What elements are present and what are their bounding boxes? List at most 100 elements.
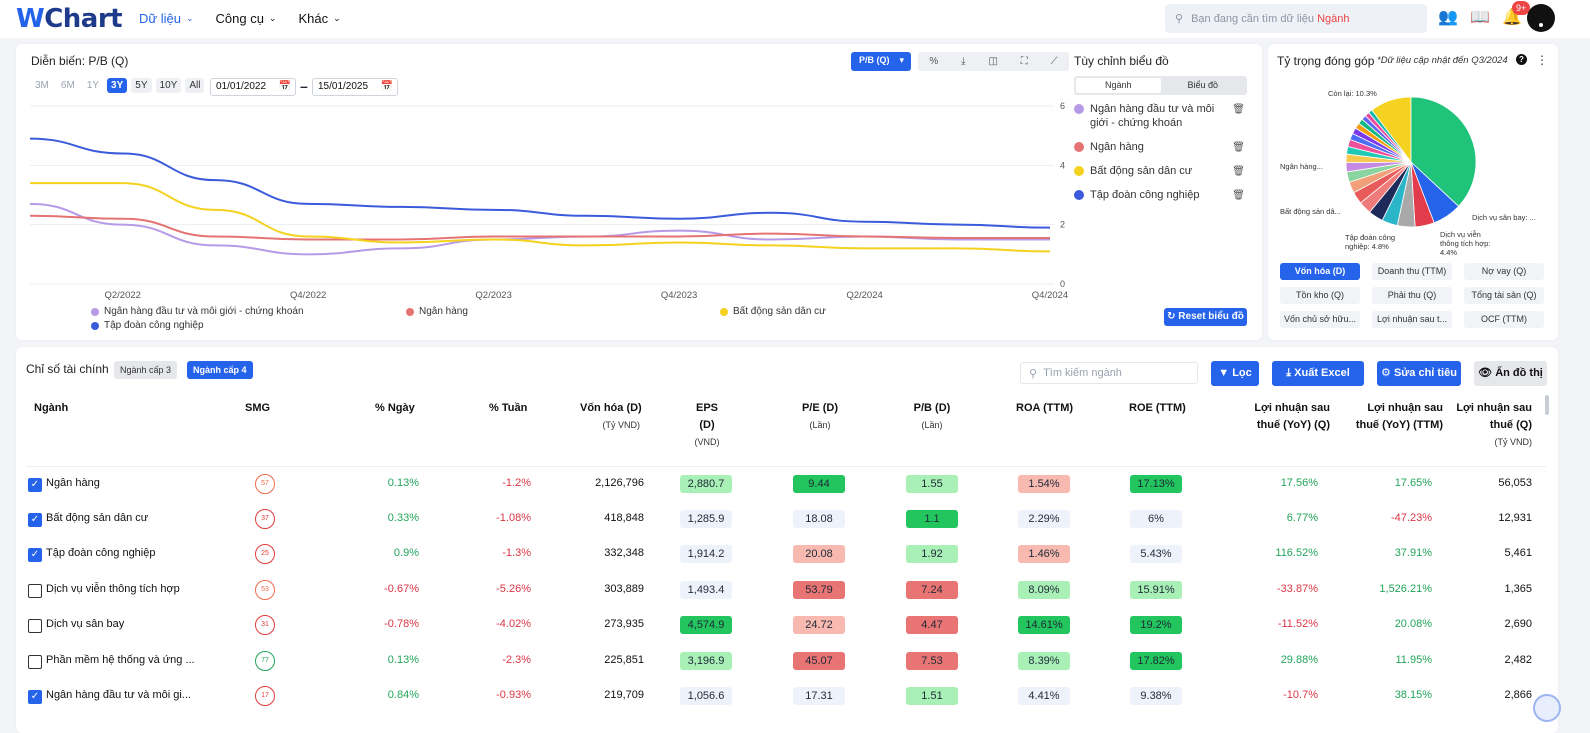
- series-item: Bất động sản dân cư 🗑: [1074, 164, 1249, 178]
- trash-icon[interactable]: 🗑: [1232, 166, 1245, 177]
- range-all[interactable]: All: [185, 78, 205, 93]
- metric-ocf[interactable]: OCF (TTM): [1464, 311, 1544, 328]
- col-nganh[interactable]: Ngành: [34, 402, 69, 414]
- series-line[interactable]: [29, 214, 1050, 241]
- metric-no-vay[interactable]: Nợ vay (Q): [1464, 263, 1544, 280]
- col-pct-week[interactable]: % Tuần: [489, 402, 528, 414]
- metric-phai-thu[interactable]: Phải thu (Q): [1372, 287, 1452, 304]
- edit-metrics-button[interactable]: ⚙ Sửa chỉ tiêu: [1377, 361, 1461, 386]
- trash-icon[interactable]: 🗑: [1232, 142, 1245, 153]
- filter-button[interactable]: ▼ Lọc: [1211, 361, 1259, 386]
- col-np-yoy-q[interactable]: Lợi nhuận sau thuế (YoY) (Q): [1254, 402, 1330, 431]
- table-row[interactable]: ✓ Bất động sản dân cư 37 0.33% -1.08% 418,848…: [26, 503, 1546, 538]
- compare-icon[interactable]: ◫: [988, 56, 998, 67]
- reset-chart-button[interactable]: ↻ Reset biểu đồ: [1164, 308, 1247, 326]
- row-industry-name[interactable]: Dịch vụ viễn thông tích hợp: [46, 583, 180, 595]
- row-industry-name[interactable]: Ngân hàng: [46, 477, 100, 489]
- table-row[interactable]: Phần mềm hệ thống và ứng ... 77 0.13% -2.3%…: [26, 645, 1546, 680]
- menu-du-lieu[interactable]: Dữ liệu ⌄: [139, 11, 194, 26]
- row-checkbox[interactable]: [28, 619, 42, 633]
- col-pct-day[interactable]: % Ngày: [375, 402, 415, 414]
- tab-bieu-do[interactable]: Biểu đồ: [1187, 80, 1219, 90]
- range-3m[interactable]: 3M: [35, 80, 49, 91]
- users-icon[interactable]: 👥: [1438, 9, 1458, 26]
- more-icon[interactable]: ⋮: [1536, 53, 1548, 67]
- row-checkbox[interactable]: ✓: [28, 478, 42, 492]
- row-checkbox[interactable]: [28, 655, 42, 669]
- row-industry-name[interactable]: Ngân hàng đầu tư và môi gi...: [46, 689, 191, 701]
- pie-slice[interactable]: [1368, 109, 1412, 163]
- level3-toggle[interactable]: Ngành cấp 3: [114, 361, 178, 379]
- col-smg[interactable]: SMG: [245, 402, 271, 414]
- trash-icon[interactable]: 🗑: [1232, 104, 1245, 115]
- metric-tong-tai-san[interactable]: Tổng tài sản (Q): [1464, 287, 1544, 304]
- row-industry-name[interactable]: Phần mềm hệ thống và ứng ...: [46, 654, 195, 666]
- menu-khac[interactable]: Khác ⌄: [298, 11, 341, 26]
- avatar[interactable]: [1527, 4, 1555, 32]
- row-checkbox[interactable]: ✓: [28, 548, 42, 562]
- series-line[interactable]: [29, 202, 1050, 256]
- range-1y[interactable]: 1Y: [86, 80, 100, 91]
- range-3y[interactable]: 3Y: [107, 78, 128, 93]
- book-icon[interactable]: 📖: [1470, 9, 1490, 26]
- wichart-logo[interactable]: WChart: [16, 4, 123, 34]
- col-np-yoy-ttm[interactable]: Lợi nhuận sau thuế (YoY) (TTM): [1355, 402, 1443, 431]
- col-cap[interactable]: Vốn hóa (D) (Tỷ VND): [580, 402, 642, 430]
- row-industry-name[interactable]: Bất động sản dân cư: [46, 512, 149, 524]
- bell-icon[interactable]: 🔔 9+: [1502, 1, 1531, 28]
- pct-day-value: 0.13%: [387, 654, 419, 666]
- range-6m[interactable]: 6M: [60, 80, 75, 91]
- range-10y[interactable]: 10Y: [155, 78, 182, 93]
- table-row[interactable]: ✓ Ngân hàng 57 0.13% -1.2% 2,126,796 2,880.7 9.…: [26, 468, 1546, 503]
- table-row[interactable]: Dịch vụ viễn thông tích hợp 53 -0.67% -5.26…: [26, 574, 1546, 609]
- date-to-input[interactable]: 15/01/2025 📅: [312, 78, 398, 96]
- col-eps[interactable]: EPS (D) (VND): [694, 402, 720, 447]
- trash-icon[interactable]: 🗑: [1232, 190, 1245, 201]
- legend-item[interactable]: Ngân hàng: [406, 306, 468, 317]
- col-roe[interactable]: ROE (TTM): [1129, 402, 1186, 414]
- metric-von-chu-so-huu[interactable]: Vốn chủ sở hữu...: [1280, 311, 1360, 328]
- metric-select[interactable]: P/B (Q) ▾: [851, 52, 911, 71]
- metric-ton-kho[interactable]: Tồn kho (Q): [1280, 287, 1360, 304]
- legend-item[interactable]: Tập đoàn công nghiệp: [91, 320, 204, 331]
- tab-nganh[interactable]: Ngành: [1076, 78, 1161, 93]
- pie-slice[interactable]: [1410, 96, 1477, 207]
- hide-chart-button[interactable]: 👁 Ẩn đồ thị: [1474, 361, 1547, 386]
- metric-doanh-thu[interactable]: Doanh thu (TTM): [1372, 263, 1452, 280]
- legend-item[interactable]: Ngân hàng đầu tư và môi giới - chứng kho…: [91, 306, 304, 317]
- range-5y[interactable]: 5Y: [131, 78, 152, 93]
- np-yoy-ttm-value: 11.95%: [1395, 654, 1433, 666]
- level4-toggle[interactable]: Ngành cấp 4: [187, 361, 253, 379]
- metric-von-hoa[interactable]: Vốn hóa (D): [1280, 263, 1360, 280]
- roe-value: 6%: [1130, 510, 1182, 528]
- table-row[interactable]: ✓ Ngân hàng đầu tư và môi gi... 17 0.84% -0.…: [26, 680, 1546, 715]
- row-industry-name[interactable]: Dịch vụ sân bay: [46, 618, 125, 630]
- row-checkbox[interactable]: ✓: [28, 690, 42, 704]
- download-icon[interactable]: ⤓: [961, 56, 966, 67]
- pe-value: 24.72: [793, 616, 845, 634]
- percent-icon[interactable]: %: [929, 56, 939, 67]
- metric-loi-nhuan[interactable]: Lợi nhuận sau t...: [1372, 311, 1452, 328]
- col-np-q[interactable]: Lợi nhuận sau thuế (Q) (Tỷ VND): [1456, 402, 1532, 447]
- col-pb[interactable]: P/B (D) (Lần): [913, 402, 951, 430]
- global-search-input[interactable]: ⚲ Bạn đang cần tìm dữ liệu Ngành: [1165, 4, 1427, 33]
- trend-icon[interactable]: ⟋: [1050, 56, 1058, 67]
- table-row[interactable]: ✓ Tập đoàn công nghiệp 25 0.9% -1.3% 332,348 1…: [26, 538, 1546, 573]
- table-scrollbar[interactable]: [1545, 395, 1549, 415]
- row-checkbox[interactable]: ✓: [28, 513, 42, 527]
- fullscreen-icon[interactable]: ⛶: [1020, 56, 1028, 67]
- series-line[interactable]: [30, 182, 1051, 253]
- row-industry-name[interactable]: Tập đoàn công nghiệp: [46, 547, 156, 559]
- chat-support-icon[interactable]: [1533, 694, 1561, 722]
- table-row[interactable]: Dịch vụ sân bay 31 -0.78% -4.02% 273,935 4,57…: [26, 609, 1546, 644]
- legend-item[interactable]: Bất động sản dân cư: [720, 306, 826, 317]
- date-from-input[interactable]: 01/01/2022 📅: [210, 78, 296, 96]
- export-excel-button[interactable]: ⤓ Xuất Excel: [1272, 361, 1364, 386]
- col-roa[interactable]: ROA (TTM): [1016, 402, 1074, 414]
- industry-search-input[interactable]: ⚲ Tìm kiếm ngành: [1020, 362, 1198, 384]
- series-line[interactable]: [29, 137, 1051, 229]
- col-pe[interactable]: P/E (D) (Lần): [801, 402, 839, 430]
- row-checkbox[interactable]: [28, 584, 42, 598]
- help-icon[interactable]: ?: [1516, 54, 1527, 65]
- menu-cong-cu[interactable]: Công cụ ⌄: [215, 11, 277, 26]
